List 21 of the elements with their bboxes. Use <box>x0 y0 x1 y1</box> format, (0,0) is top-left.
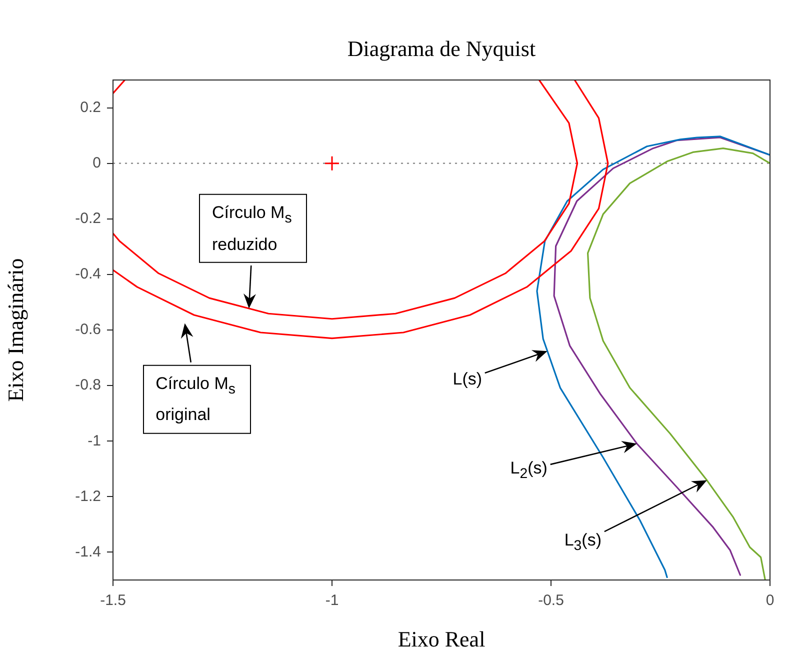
y-tick-label: -1 <box>88 432 101 450</box>
x-tick-label: 0 <box>766 592 774 610</box>
y-tick-label: 0.2 <box>80 98 101 116</box>
y-tick-label: -0.4 <box>75 266 101 283</box>
y-tick-label: -1.2 <box>75 488 101 505</box>
text: L$_{2}$(s) <box>510 457 548 484</box>
y-axis-title: Eixo Imaginário <box>2 258 28 402</box>
y-tick-label: -0.2 <box>75 210 101 228</box>
x-tick-label: -0.5 <box>538 592 564 610</box>
y-tick-label: -1.4 <box>75 543 101 560</box>
chart-title: Diagrama de Nyquist <box>346 36 537 62</box>
x-tick-label: -1 <box>325 592 339 610</box>
x-axis-title: Eixo Real <box>398 626 486 652</box>
annotation: L$_{3}$(s) <box>564 530 602 556</box>
y-tick-label: -0.6 <box>75 321 101 338</box>
x-tick-label: -1.5 <box>100 592 126 610</box>
y-tick-label: 0 <box>92 154 101 172</box>
text: Círculo M$_{s}$ original <box>156 374 236 424</box>
text: L(s) <box>452 368 482 391</box>
text: Círculo M$_{s}$ reduzido <box>198 194 307 263</box>
y-tick-label: -0.8 <box>75 376 101 394</box>
